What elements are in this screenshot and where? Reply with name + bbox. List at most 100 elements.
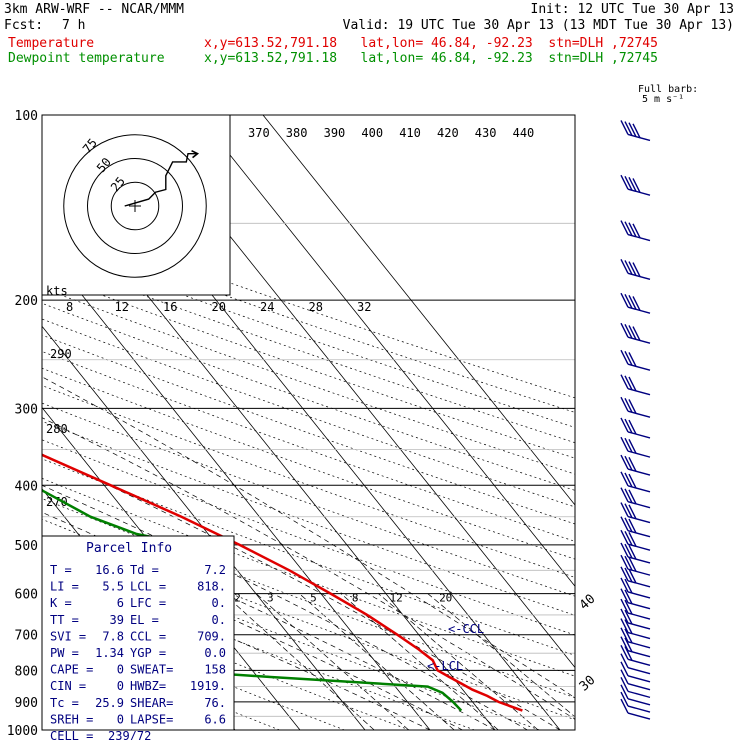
wind-barb [620,258,651,280]
wind-barb [620,487,651,509]
parcel-row-value: 25.9 [95,696,124,710]
isotherm-label: 40 [577,592,599,614]
wind-barb-flag [628,376,637,392]
forecast-hour: 7 h [62,18,86,33]
theta-label: 290 [50,347,72,361]
parcel-row-value: 0 [117,663,124,677]
wind-barb-flag [620,691,629,707]
wind-barb [620,292,651,314]
init-time: Init: 12 UTC Tue 30 Apr 13 [530,2,735,17]
wind-barb [620,684,651,706]
wind-barb-flag [624,567,633,583]
wind-barb-flag [624,488,633,504]
parcel-row-value: 158 [204,663,226,677]
wind-barb-flag [624,323,633,339]
wind-barb-flag [620,577,629,593]
theta-e-label: 430 [475,126,497,140]
wind-barb-flag [620,220,629,235]
parcel-row-label: K = [50,596,72,610]
hodograph [63,134,207,278]
wind-barb-flag [624,637,633,653]
wind-barb-flag [628,456,637,472]
wind-barb-flag [624,437,633,453]
wind-barb [620,588,651,610]
pressure-label: 200 [15,294,38,309]
model-title: 3km ARW-WRF -- NCAR/MMM [4,2,185,17]
wind-barb-flag [628,568,637,584]
parcel-row-label: T = [50,563,72,577]
parcel-row-label: EL = [130,613,159,627]
speed-tick-label: 16 [163,300,177,314]
wind-barb-shaft [627,683,651,691]
wind-barb-flag [624,455,633,471]
wind-barb-flag [624,375,633,391]
wind-barb-flag [624,503,633,519]
wind-barb [620,677,651,699]
wind-barb [620,645,651,667]
isotherm-label: 30 [577,673,599,695]
wind-barb [620,542,651,564]
theta-e-label: 410 [399,126,421,140]
mixing-ratio-label: 3 [267,591,274,604]
pressure-label: 100 [15,109,38,124]
wind-barb [620,608,651,630]
wind-barb-flag [624,609,633,625]
parcel-row-value: 0 [117,712,124,726]
wind-barb-flag [620,487,629,502]
pressure-label: 700 [15,629,38,644]
mixing-ratio-label: 5 [310,591,317,604]
wind-barb-flag [628,504,637,520]
mixing-ratio-label: 2 [234,591,241,604]
wind-barb-flag [624,628,633,644]
temperature-line [42,453,523,712]
wind-barb [620,577,651,599]
ccl-marker: <-CCL [448,622,484,636]
mixing-ratio-label: 20 [439,591,452,604]
wind-barb-flag [620,374,629,390]
hodograph-panel [41,114,231,296]
wind-barb-flag [620,349,629,365]
speed-tick-label: 24 [260,300,274,314]
temperature-location: x,y=613.52,791.18 lat,lon= 46.84, -92.23… [204,36,658,51]
pressure-label: 300 [15,402,38,417]
wind-barb-flag [620,627,629,643]
wind-barb-flag [620,698,629,714]
isotherm [197,115,575,587]
wind-barb [620,698,651,720]
wind-barb-shaft [627,667,651,675]
mixing-ratio-line [298,593,455,730]
wind-barb-flag [620,120,629,135]
wind-barb-shaft [627,690,651,699]
wind-barbs [620,120,651,720]
isotherm [262,115,575,506]
parcel-row-label: TT = [50,613,79,627]
temperature-legend: Temperature [8,36,95,51]
wind-barb [620,636,651,658]
parcel-row-label: CAPE = [50,663,93,677]
wind-barb-flag [624,530,633,546]
parcel-info-panel [41,535,235,731]
parcel-row-value: 0. [212,613,226,627]
theta-e-label: 420 [437,126,459,140]
wind-barb-flag [624,555,633,571]
wind-barb-flag [620,454,629,470]
parcel-row-label: PW = [50,646,79,660]
wind-barb-flag [628,261,637,276]
theta-e-label: 440 [513,126,535,140]
wind-barb-flag [620,554,629,570]
wind-barb [620,454,651,476]
parcel-row-label: CIN = [50,679,86,693]
wind-barb-flag [628,222,637,238]
mixing-ratio-line [378,593,539,730]
parcel-row-label: SVI = [50,629,86,643]
wind-barb-flag [620,684,629,700]
wind-barb-flag [624,121,633,136]
wind-barb-flag [628,295,637,310]
wind-barb [620,669,651,691]
wind-barb-flag [620,618,629,633]
parcel-info: Parcel Info T = 16.6 Td = 7.2 LI = 5.5 LCL = 818… [50,541,226,740]
wind-barb-flag [620,566,629,582]
wind-barb-flag [632,123,641,139]
pressure-label: 1000 [7,724,38,739]
